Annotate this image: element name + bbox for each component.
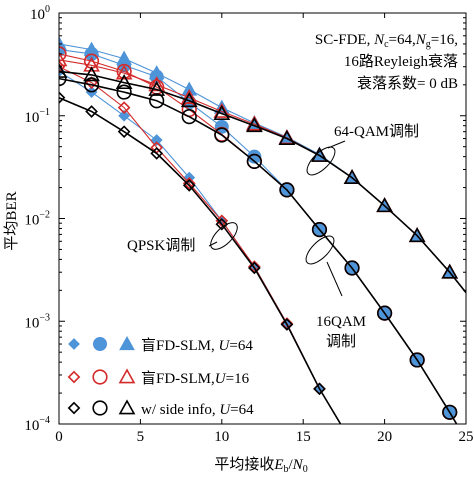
annotation-16qam-label-1: 16QAM — [316, 314, 366, 330]
y-tick-label: 10−2 — [24, 210, 50, 229]
data-point — [115, 64, 133, 80]
data-point — [150, 134, 163, 146]
data-point — [59, 51, 68, 67]
annotation-64qam-ellipse — [306, 146, 336, 176]
data-point — [148, 76, 166, 92]
annotation-64qam: 64-QAM调制 — [306, 123, 419, 176]
series-line — [59, 59, 466, 293]
data-point — [441, 263, 459, 279]
legend-marker-diamond — [67, 370, 81, 384]
data-point — [343, 168, 361, 185]
data-point — [83, 66, 100, 82]
x-axis-title: 平均接收Eb/N0 — [214, 456, 307, 475]
data-point — [279, 182, 295, 198]
data-point — [59, 62, 68, 78]
annotation-qpsk-leader — [208, 241, 218, 247]
legend-marker-circle — [92, 369, 108, 385]
data-point — [59, 35, 67, 51]
info-line-2: 16路Reyleigh衰落 — [344, 53, 458, 70]
legend-marker-circle — [92, 400, 108, 416]
data-point — [116, 84, 132, 100]
annotation-qpsk-label: QPSK调制 — [127, 237, 195, 254]
data-point — [214, 127, 230, 143]
x-tick-label: 25 — [459, 429, 474, 445]
data-point — [377, 305, 393, 321]
data-point — [59, 91, 66, 104]
data-point — [150, 147, 164, 160]
legend-marker-triangle — [118, 399, 136, 415]
data-point — [181, 109, 197, 125]
data-point — [215, 217, 229, 231]
y-tick-label: 10−4 — [24, 415, 50, 434]
data-point — [117, 125, 131, 138]
x-tick-label: 20 — [377, 429, 392, 445]
legend-marker-triangle — [119, 335, 135, 351]
annotation-qpsk-ellipse — [210, 222, 238, 250]
y-tick-label: 10−3 — [24, 312, 50, 331]
data-point — [115, 73, 133, 90]
data-point — [442, 404, 458, 420]
series-qpsk-2 — [59, 91, 342, 424]
data-point — [83, 41, 100, 56]
annotation-qpsk: QPSK调制 — [127, 222, 238, 254]
series-64qam-8 — [59, 62, 466, 294]
data-point — [278, 129, 296, 145]
info-line-1: SC-FDE, Nc=64,Ng=16, — [315, 32, 458, 50]
data-point — [118, 109, 131, 122]
annotation-64qam-label: 64-QAM调制 — [334, 123, 419, 140]
data-point — [313, 382, 326, 396]
data-point — [180, 89, 198, 105]
data-point — [85, 105, 98, 118]
data-point — [248, 261, 261, 275]
series-group — [59, 35, 466, 424]
x-tick-label: 15 — [296, 429, 311, 445]
data-point — [248, 260, 261, 273]
legend-marker-triangle — [118, 368, 136, 384]
annotation-16qam-ellipse — [305, 235, 335, 265]
axes: 0 5 10 15 20 25 100 10−1 10−2 10−3 10−4 — [24, 4, 473, 445]
data-point — [213, 102, 231, 118]
data-point — [149, 93, 165, 109]
data-point — [409, 352, 425, 368]
legend-marker-circle — [93, 337, 107, 351]
annotation-16qam: 16QAM 调制 — [305, 235, 366, 350]
x-tick-label: 0 — [55, 429, 63, 445]
data-point — [344, 260, 360, 276]
x-tick-label: 10 — [214, 429, 229, 445]
annotation-16qam-label-2: 调制 — [326, 333, 356, 350]
data-point — [280, 318, 294, 331]
series-16qam-4 — [59, 46, 458, 424]
data-point — [116, 50, 132, 65]
series-line — [59, 96, 342, 424]
y-axis-title: 平均BER — [3, 191, 20, 250]
data-point — [213, 104, 231, 120]
data-point — [408, 227, 426, 243]
legend-label-1: 盲FD-SLM, U=64 — [141, 337, 253, 354]
legend: 盲FD-SLM, U=64 盲FD-SLM,U=16 w/ side info,… — [67, 335, 254, 418]
data-point — [182, 179, 196, 192]
annotation-16qam-leader — [326, 261, 343, 297]
series-16qam-3 — [59, 42, 458, 424]
annotation-64qam-leader — [327, 140, 346, 149]
y-tick-label: 10−1 — [24, 107, 50, 126]
info-box: SC-FDE, Nc=64,Ng=16, 16路Reyleigh衰落 衰落系数=… — [315, 32, 458, 92]
info-line-3: 衰落系数= 0 dB — [357, 75, 458, 92]
x-tick-label: 5 — [137, 429, 145, 445]
series-line — [59, 77, 458, 424]
legend-label-3: w/ side info, U=64 — [141, 402, 254, 418]
data-point — [376, 197, 393, 213]
data-point — [246, 153, 262, 169]
data-point — [83, 77, 100, 93]
data-point — [148, 80, 166, 96]
data-point — [311, 221, 328, 238]
data-point — [180, 92, 198, 108]
legend-label-2: 盲FD-SLM,U=16 — [141, 370, 250, 387]
data-point — [83, 56, 100, 72]
data-point — [246, 117, 263, 133]
legend-marker-diamond — [68, 338, 80, 350]
y-tick-label: 100 — [30, 4, 50, 23]
data-point — [117, 101, 131, 114]
legend-marker-diamond — [67, 401, 81, 415]
